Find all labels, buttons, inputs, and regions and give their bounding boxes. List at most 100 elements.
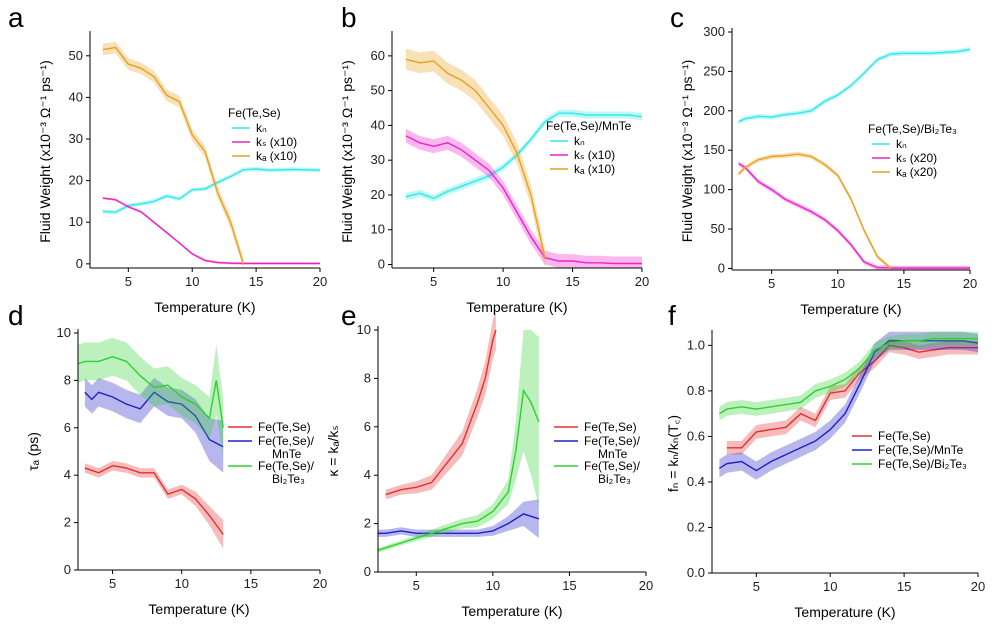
y-tick-label: 0.6 — [687, 428, 705, 443]
y-tick-label: 8 — [364, 370, 371, 385]
legend-label: Bi₂Te₃ — [272, 472, 305, 486]
series-band-2 — [378, 330, 539, 553]
y-axis-label: Fluid Weight (x10⁻³ Ω⁻¹ ps⁻¹) — [679, 60, 695, 243]
x-tick-label: 20 — [963, 276, 977, 291]
legend-label: Fe(Te,Se)/Bi₂Te₃ — [878, 457, 967, 471]
x-tick-label: 15 — [249, 274, 263, 289]
x-tick-label: 15 — [897, 579, 911, 594]
legend-label: Fe(Te,Se)/ — [258, 459, 315, 473]
legend-label: Bi₂Te₃ — [598, 472, 631, 486]
series-band-1 — [405, 128, 642, 268]
chart-a: 5 10 15 20 0 10 20 30 40 50 Temperature (K) Fluid W… — [37, 31, 327, 315]
series-band-0 — [738, 47, 970, 125]
panel-label-c: c — [670, 2, 684, 33]
x-tick-label: 5 — [768, 276, 775, 291]
chart-d: 5 10 15 20 0 2 4 6 8 10 Temperature (K) τₐ (ps) Fe(T… — [25, 325, 327, 617]
x-tick-label: 20 — [313, 576, 327, 591]
y-tick-label: 30 — [69, 131, 83, 146]
y-tick-label: 0 — [76, 256, 83, 271]
y-tick-label: 10 — [371, 222, 385, 237]
series-line-0 — [102, 168, 321, 213]
y-tick-label: 10 — [69, 214, 83, 229]
x-tick-label: 10 — [486, 578, 500, 593]
legend-label: Fe(Te,Se)/ — [258, 434, 315, 448]
legend-label: Fe(Te,Se)/ — [584, 459, 641, 473]
x-axis-label: Temperature (K) — [800, 301, 901, 317]
y-tick-label: 6 — [64, 420, 71, 435]
legend-label: Fe(Te,Se) — [878, 429, 931, 443]
series-line-2 — [77, 355, 224, 428]
legend-label: kₙ — [574, 134, 585, 148]
series-line-1 — [84, 391, 224, 448]
x-tick-label: 15 — [244, 576, 258, 591]
y-axis-label: κ = kₐ/kₛ — [325, 425, 341, 476]
legend-label: Fe(Te,Se) — [584, 420, 637, 434]
legend-label: MnTe — [272, 447, 302, 461]
x-tick-label: 10 — [185, 274, 199, 289]
legend-label: MnTe — [598, 447, 628, 461]
legend-label: Fe(Te,Se)/ — [584, 434, 641, 448]
series-line-1 — [378, 513, 540, 534]
legend-label: kₐ (x10) — [574, 162, 615, 176]
y-tick-label: 60 — [371, 48, 385, 63]
series-line-1 — [719, 340, 979, 472]
panel-label-f: f — [668, 300, 676, 331]
y-tick-label: 50 — [69, 48, 83, 63]
series-band-0 — [102, 166, 320, 215]
legend-label: kₐ (x10) — [256, 149, 297, 163]
y-tick-label: 6 — [364, 419, 371, 434]
y-tick-label: 150 — [703, 142, 725, 157]
chart-b: 5 10 15 20 0 10 20 30 40 50 60 Temperature (K) Fluid… — [339, 31, 649, 315]
y-tick-label: 8 — [64, 372, 71, 387]
x-tick-label: 20 — [635, 274, 649, 289]
series-band-2 — [738, 151, 891, 270]
x-tick-label: 10 — [823, 579, 837, 594]
legend-label: kₛ (x20) — [896, 151, 937, 165]
y-tick-label: 20 — [69, 173, 83, 188]
series-band-2 — [78, 337, 224, 457]
y-tick-label: 10 — [357, 322, 371, 337]
x-axis-label: Temperature (K) — [154, 299, 255, 315]
y-tick-label: 0.0 — [687, 565, 705, 580]
chart-f: 5 10 15 20 0.0 0.2 0.4 0.6 0.8 1.0 Temperature (K)… — [665, 330, 985, 620]
panel-label-e: e — [341, 300, 357, 331]
x-tick-label: 20 — [639, 578, 653, 593]
legend-label: kₙ — [256, 121, 267, 135]
series-band-0 — [385, 310, 496, 500]
series-band-1 — [102, 196, 320, 265]
y-tick-label: 40 — [371, 117, 385, 132]
legend-title: Fe(Te,Se)/Bi₂Te₃ — [868, 122, 957, 136]
y-axis-label: Fluid Weight (x10⁻³ Ω⁻¹ ps⁻¹) — [339, 60, 355, 243]
series-line-0 — [405, 112, 643, 200]
y-tick-label: 20 — [371, 187, 385, 202]
y-axis-label: τₐ (ps) — [25, 432, 41, 471]
series-line-2 — [102, 46, 244, 265]
legend-label: Fe(Te,Se) — [258, 420, 311, 434]
y-tick-label: 4 — [364, 467, 371, 482]
series-line-0 — [84, 464, 224, 535]
y-tick-label: 0.8 — [687, 383, 705, 398]
y-tick-label: 1.0 — [687, 337, 705, 352]
y-tick-label: 4 — [64, 467, 71, 482]
series-line-2 — [719, 337, 978, 415]
y-tick-label: 40 — [69, 89, 83, 104]
x-tick-label: 5 — [125, 274, 132, 289]
series-band-0 — [84, 461, 224, 549]
x-axis-label: Temperature (K) — [466, 299, 567, 315]
x-tick-label: 15 — [562, 578, 576, 593]
legend-label: kₙ — [896, 137, 907, 151]
y-tick-label: 100 — [703, 182, 725, 197]
series-line-0 — [738, 48, 971, 123]
x-tick-label: 15 — [565, 274, 579, 289]
legend-label: kₐ (x20) — [896, 165, 937, 179]
panel-label-d: d — [8, 300, 24, 331]
series-band-0 — [726, 338, 978, 455]
x-axis-label: Temperature (K) — [461, 603, 562, 619]
x-tick-label: 5 — [430, 274, 437, 289]
panel-label-b: b — [341, 2, 357, 33]
